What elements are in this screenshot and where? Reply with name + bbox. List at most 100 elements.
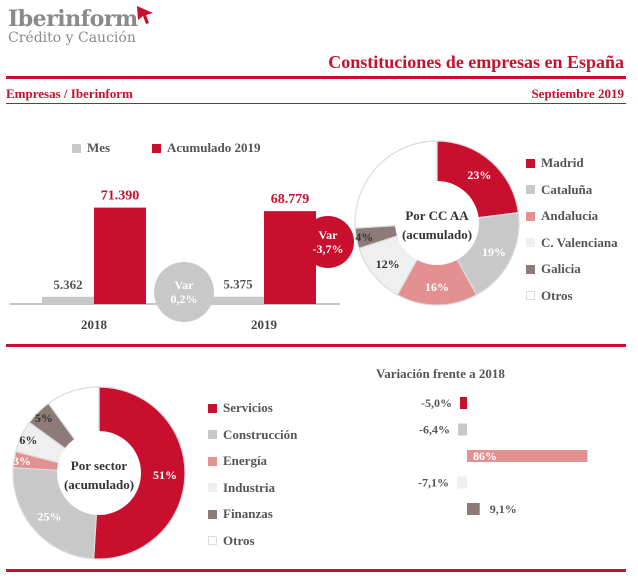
pie-center-label-2: (acumulado)	[402, 227, 472, 242]
legend-label: Andalucía	[541, 208, 599, 224]
pie-slice-label: 3%	[13, 454, 31, 468]
legend-item-andaluc-a: Andalucía	[526, 203, 618, 230]
subtitle-source: Empresas / Iberinform	[6, 86, 133, 101]
legend-swatch	[526, 211, 535, 221]
legend-swatch	[208, 536, 217, 546]
variation-title: Variación frente a 2018	[376, 366, 505, 381]
pie-slice-label: 4%	[355, 230, 373, 244]
var-acum-bubble: Var -3,7%	[302, 216, 354, 268]
var-acum-line2: -3,7%	[312, 242, 344, 256]
legend-label: Madrid	[541, 155, 584, 171]
legend-swatch	[526, 264, 535, 274]
legend-label: Construcción	[223, 426, 298, 442]
legend-item-finanzas: Finanzas	[208, 501, 297, 528]
legend-label: C. Valenciana	[541, 234, 618, 250]
legend-label: Cataluña	[541, 181, 593, 197]
legend-swatch	[526, 291, 535, 301]
page-title: Constituciones de empresas en España	[328, 52, 624, 72]
pie-slice-label: 16%	[425, 280, 449, 294]
pie-slice-label: 5%	[35, 411, 53, 425]
legend-item-madrid: Madrid	[526, 150, 618, 177]
legend-ccaa: Madrid Cataluña Andalucía C. Valenciana Gali…	[526, 150, 618, 309]
pie-center-hole	[395, 181, 479, 265]
divider-middle	[6, 344, 626, 347]
x-tick-label: 2018	[81, 317, 108, 332]
var-acum-line1: Var	[318, 228, 338, 242]
logo-name: Iberinform	[8, 6, 138, 32]
divider-sub	[6, 103, 626, 104]
legend-item-construcci-n: Construcción	[208, 422, 297, 449]
logo: Iberinform Crédito y Caución	[8, 6, 138, 46]
legend-swatch	[526, 185, 535, 195]
legend-swatch	[208, 509, 217, 519]
legend-label-acumulado: Acumulado 2019	[167, 140, 261, 155]
legend-swatch-mes	[72, 143, 81, 153]
legend-item-c-valenciana: C. Valenciana	[526, 230, 618, 257]
legend-swatch-acumulado	[152, 143, 161, 153]
legend-swatch	[526, 238, 535, 248]
variation-value-label: 86%	[473, 449, 497, 463]
legend-label: Industria	[223, 479, 276, 495]
legend-sector: Servicios Construcción Energía Industria Fin…	[208, 395, 297, 554]
legend-label: Finanzas	[223, 506, 273, 522]
variation-bar-energ-a	[467, 450, 588, 462]
bar-2018-mes	[42, 296, 94, 304]
bar-value-label: 71.390	[101, 189, 140, 204]
pie-slice-label: 12%	[376, 257, 400, 271]
pie-slice-label: 23%	[467, 168, 491, 182]
bar-value-label: 5.375	[223, 277, 253, 292]
pie-center-label-1: Por CC AA	[405, 208, 469, 223]
pie-center-label-1: Por sector	[71, 458, 128, 473]
variation-bar-servicios	[460, 397, 467, 409]
legend-label: Servicios	[223, 400, 273, 416]
legend-swatch	[208, 430, 217, 440]
divider-top	[6, 76, 626, 79]
legend-label: Otros	[541, 287, 573, 303]
subtitle-date: Septiembre 2019	[531, 86, 624, 101]
variation-value-label: -5,0%	[421, 396, 452, 410]
divider-bottom	[6, 569, 626, 572]
variation-bar-construcci-n	[458, 423, 467, 436]
logo-tagline: Crédito y Caución	[8, 30, 136, 46]
legend-label-mes: Mes	[87, 140, 111, 155]
pie-slice-label: 25%	[37, 510, 61, 524]
var-mes-line1: Var	[174, 278, 194, 292]
legend-item-energ-a: Energía	[208, 448, 297, 475]
variation-value-label: -6,4%	[419, 423, 450, 437]
legend-swatch	[208, 403, 217, 413]
pie-chart-sector: 51% 25% 3% 6% 5% Por sector (acumulado)	[12, 386, 186, 560]
legend-item-galicia: Galicia	[526, 256, 618, 283]
legend-label: Otros	[223, 532, 255, 548]
variation-value-label: -7,1%	[418, 476, 449, 490]
bar-2018-acumulado	[94, 207, 146, 304]
bar-chart-variation: -5,0% -6,4% 86% -7,1% 9,1%	[418, 396, 588, 516]
variation-value-label: 9,1%	[490, 502, 517, 516]
legend-swatch	[526, 158, 535, 168]
var-mes-line2: 0,2%	[170, 292, 198, 306]
legend-item-industria: Industria	[208, 475, 297, 502]
pie-center-hole	[57, 431, 141, 515]
logo-arrow-icon	[137, 6, 153, 24]
var-mes-bubble: Var 0,2%	[154, 262, 214, 322]
bar-2019-mes	[212, 296, 264, 304]
legend-item-otros: Otros	[208, 528, 297, 555]
bar-value-label: 68.779	[271, 192, 310, 207]
legend-mes: Mes	[72, 140, 110, 156]
bar-value-label: 5.362	[53, 277, 82, 292]
pie-slice-label: 19%	[482, 245, 506, 259]
legend-item-catalu-a: Cataluña	[526, 177, 618, 204]
legend-swatch	[208, 456, 217, 466]
variation-bar-finanzas	[467, 503, 480, 515]
legend-swatch	[208, 483, 217, 493]
variation-bar-industria	[457, 476, 467, 489]
legend-label: Galicia	[541, 261, 581, 277]
legend-label: Energía	[223, 453, 268, 469]
legend-acumulado: Acumulado 2019	[152, 140, 261, 156]
legend-item-servicios: Servicios	[208, 395, 297, 422]
pie-slice-label: 6%	[19, 433, 37, 447]
legend-item-otros: Otros	[526, 283, 618, 310]
pie-chart-ccaa: 23% 19% 16% 12%4% Por CC AA (acumulado)	[354, 140, 520, 306]
pie-center-label-2: (acumulado)	[64, 477, 134, 492]
x-tick-label: 2019	[251, 317, 278, 332]
pie-slice-label: 51%	[153, 468, 177, 482]
